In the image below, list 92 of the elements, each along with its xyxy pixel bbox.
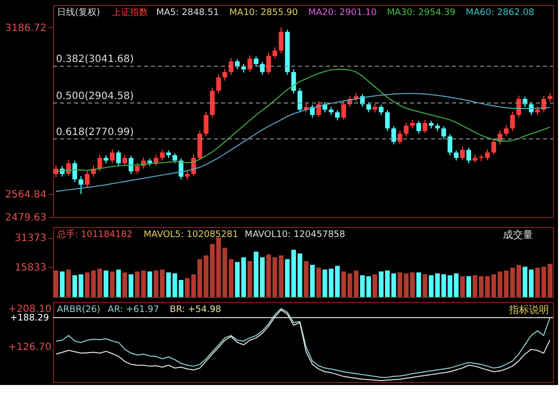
y-tick-label: +208.10 xyxy=(8,304,52,315)
candlestick xyxy=(460,146,465,161)
candlestick xyxy=(254,56,258,68)
annotation: MA20: 2901.10 xyxy=(308,8,377,18)
y-tick-label: 15833 xyxy=(14,262,46,274)
candlestick xyxy=(66,160,71,177)
candlestick xyxy=(510,111,515,132)
candlestick xyxy=(122,154,128,166)
ref-line-label: +188.29 xyxy=(10,314,50,324)
y-tick-label: 2479.63 xyxy=(5,212,46,224)
bar xyxy=(322,270,328,297)
candlestick xyxy=(448,134,452,156)
candlestick xyxy=(160,148,165,162)
bar xyxy=(354,270,359,297)
candlestick xyxy=(366,102,372,113)
bar xyxy=(60,271,65,297)
candlestick xyxy=(128,155,134,174)
annotation: MA30: 2954.39 xyxy=(387,8,456,18)
ref-line-label: 0.382(3041.68) xyxy=(56,54,134,66)
candlestick xyxy=(391,126,396,145)
candlestick xyxy=(134,162,140,174)
annotation: MAVOL10: 120457858 xyxy=(244,230,346,240)
y-tick-label: 2564.84 xyxy=(5,190,46,201)
chart-subtitle: 日线(复权) xyxy=(57,7,100,18)
annotation: AR: +61.97 xyxy=(108,305,160,315)
annotation: 总手: 101184182 xyxy=(56,229,132,240)
annotation: 指标说明 xyxy=(508,304,549,316)
annotation: BR: +54.98 xyxy=(170,305,222,315)
candlestick xyxy=(54,164,58,178)
chart-title: ARBR(26) xyxy=(57,305,100,315)
candlestick xyxy=(454,150,459,162)
bar xyxy=(122,272,128,297)
y-tick-label: 3186.72 xyxy=(5,22,46,34)
bar xyxy=(116,270,121,297)
candlestick xyxy=(291,68,296,94)
annotation: 成交量 xyxy=(503,229,533,241)
candlestick xyxy=(97,154,102,172)
bar xyxy=(422,274,428,297)
bar xyxy=(466,276,472,297)
candlestick xyxy=(172,152,178,164)
bar xyxy=(285,259,290,297)
candlestick xyxy=(154,154,158,166)
candlestick xyxy=(84,170,90,188)
bar xyxy=(460,276,465,297)
candlestick xyxy=(441,126,446,140)
chart-title: 上证指数 xyxy=(112,7,148,18)
candlestick xyxy=(204,111,208,137)
line-series xyxy=(55,93,551,192)
bar xyxy=(304,261,308,297)
candlestick xyxy=(378,104,384,116)
annotation: MA5: 2848.51 xyxy=(156,8,219,18)
candlestick xyxy=(385,110,390,132)
bar xyxy=(54,270,58,297)
bar xyxy=(416,272,422,297)
candlestick xyxy=(216,74,221,94)
ref-line-label: 0.500(2904.58) xyxy=(56,91,134,102)
candlestick xyxy=(278,26,284,54)
candlestick xyxy=(247,54,252,73)
annotation: MA60: 2862.08 xyxy=(466,8,535,18)
bar xyxy=(310,264,315,297)
bar xyxy=(316,268,321,297)
bar xyxy=(372,274,378,297)
candlestick xyxy=(184,170,190,180)
candlestick xyxy=(491,138,496,156)
annotation: MA10: 2855.90 xyxy=(229,8,298,18)
bar xyxy=(104,270,108,297)
candlestick xyxy=(116,150,121,166)
candlestick xyxy=(110,148,115,164)
candlestick xyxy=(298,88,302,113)
candlestick xyxy=(416,120,422,134)
candlestick xyxy=(78,176,84,195)
bar xyxy=(247,261,252,297)
candlestick xyxy=(260,61,265,76)
bar xyxy=(128,274,134,297)
candlestick xyxy=(178,158,184,180)
y-tick-label: +126.70 xyxy=(8,342,52,353)
y-tick-label: 31373 xyxy=(14,233,46,244)
candlestick xyxy=(422,119,428,134)
bar xyxy=(278,255,284,297)
candlestick xyxy=(404,122,409,137)
bar xyxy=(110,271,115,297)
bar xyxy=(147,271,152,297)
ref-line-label: 0.618(2770.99) xyxy=(56,126,134,138)
candlestick xyxy=(466,147,472,164)
candlestick xyxy=(272,46,278,60)
annotation: MAVOL5: 102085281 xyxy=(144,230,238,240)
candlestick xyxy=(266,52,271,75)
candlestick xyxy=(228,58,234,76)
candlestick xyxy=(222,68,228,82)
candlestick xyxy=(341,100,346,120)
bar xyxy=(66,270,71,297)
candlestick xyxy=(398,130,402,144)
